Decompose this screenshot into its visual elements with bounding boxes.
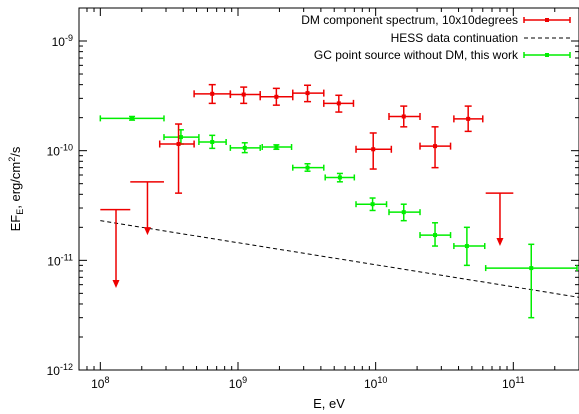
dm-upper-limit: [100, 208, 131, 288]
dm-point: [229, 86, 261, 105]
x-tick-label-exp: 10: [377, 375, 387, 385]
legend-swatch-marker: [545, 18, 549, 22]
dm-point: [158, 123, 195, 194]
x-tick-label: 1011: [502, 375, 525, 391]
dm-point: [388, 105, 421, 128]
upper-limit-arrow: [496, 238, 504, 247]
gc-point: [453, 226, 486, 267]
dm-point-marker: [241, 92, 246, 97]
dm-point: [259, 87, 294, 106]
legend-label: HESS data continuation: [391, 31, 518, 45]
y-axis-label-sub: E: [15, 209, 25, 215]
dm-point: [323, 94, 355, 113]
y-axis-label: EFE, erg/cm2/s: [7, 146, 25, 231]
gc-point-marker: [210, 139, 215, 144]
x-tick-label: 1010: [364, 375, 387, 391]
gc-point: [388, 203, 421, 222]
legend-entry: DM component spectrum, 10x10degrees: [301, 13, 571, 27]
y-axis-label-sup: 2: [7, 157, 17, 162]
gc-point: [261, 144, 293, 151]
y-tick-label-exp: -10: [60, 143, 73, 153]
dm-point-marker: [305, 91, 310, 96]
upper-limit-arrow: [112, 279, 120, 288]
gc-point-marker: [529, 266, 534, 271]
x-tick-label-exp: 11: [515, 375, 524, 385]
gc-point: [355, 197, 388, 212]
gc-point-marker: [242, 145, 247, 150]
dm-point-marker: [176, 142, 181, 147]
dm-upper-limit: [130, 181, 164, 236]
y-tick-label: 10-9: [52, 33, 73, 49]
hess-continuation-line: [100, 220, 579, 298]
gc-point-marker: [178, 135, 183, 140]
gc-point-marker: [464, 244, 469, 249]
y-tick-label-exp: -12: [60, 362, 73, 372]
y-tick-label-base: 10: [47, 145, 61, 159]
y-tick-label-exp: -9: [65, 33, 73, 43]
x-tick-label: 108: [91, 375, 109, 391]
data-marks: [99, 83, 579, 319]
gc-point: [198, 134, 227, 150]
dm-point: [355, 132, 393, 170]
y-tick-label-exp: -11: [61, 252, 73, 262]
y-tick-label: 10-12: [47, 362, 73, 378]
upper-limit-arrow: [143, 227, 151, 236]
x-tick-label-base: 10: [502, 377, 516, 391]
dm-point-marker: [274, 94, 279, 99]
legend-label: GC point source without DM, this work: [314, 48, 519, 62]
dm-point: [292, 84, 325, 103]
x-axis-label: E, eV: [313, 396, 345, 411]
gc-point: [419, 222, 452, 247]
gc-point-marker: [370, 202, 375, 207]
dm-point-marker: [371, 147, 376, 152]
gc-point-marker: [433, 233, 438, 238]
dm-point: [453, 105, 484, 133]
x-tick-label-base: 10: [91, 377, 105, 391]
y-tick-label-base: 10: [47, 364, 61, 378]
gc-point: [484, 243, 578, 319]
gc-point-marker: [337, 175, 342, 180]
gc-point: [292, 162, 325, 172]
dm-point-marker: [401, 114, 406, 119]
x-tick-label-exp: 9: [242, 375, 247, 385]
dm-point-marker: [433, 144, 438, 149]
dm-point-marker: [466, 116, 471, 121]
gc-point: [324, 172, 356, 183]
x-tick-label-base: 10: [364, 377, 378, 391]
y-tick-label-base: 10: [47, 254, 61, 268]
y-axis-label-main: EF: [8, 215, 23, 232]
dm-upper-limit: [485, 192, 514, 247]
x-tick-label: 109: [229, 375, 247, 391]
gc-point-marker: [274, 145, 279, 150]
x-tick-label-exp: 8: [104, 375, 109, 385]
dm-point: [419, 126, 452, 169]
gc-point: [229, 142, 261, 154]
gc-point-marker: [401, 210, 406, 215]
y-tick-label: 10-11: [47, 252, 73, 268]
gc-point: [99, 115, 165, 122]
y-tick-label: 10-10: [47, 143, 73, 159]
dm-point-marker: [210, 91, 215, 96]
gc-point-marker: [130, 116, 135, 121]
gc-point-marker: [305, 165, 310, 170]
dm-point: [193, 83, 232, 105]
y-tick-label-base: 10: [52, 35, 66, 49]
legend: DM component spectrum, 10x10degrees HESS …: [301, 13, 571, 62]
x-tick-label-base: 10: [229, 377, 243, 391]
legend-entry: GC point source without DM, this work: [314, 48, 571, 62]
legend-entry: HESS data continuation: [391, 31, 570, 45]
plot-frame: [78, 7, 579, 371]
legend-swatch-marker: [545, 53, 549, 57]
y-axis-label-rest: , erg/cm: [8, 162, 23, 209]
dm-point-marker: [336, 101, 341, 106]
legend-label: DM component spectrum, 10x10degrees: [301, 13, 518, 27]
y-axis-label-end: /s: [8, 146, 23, 157]
